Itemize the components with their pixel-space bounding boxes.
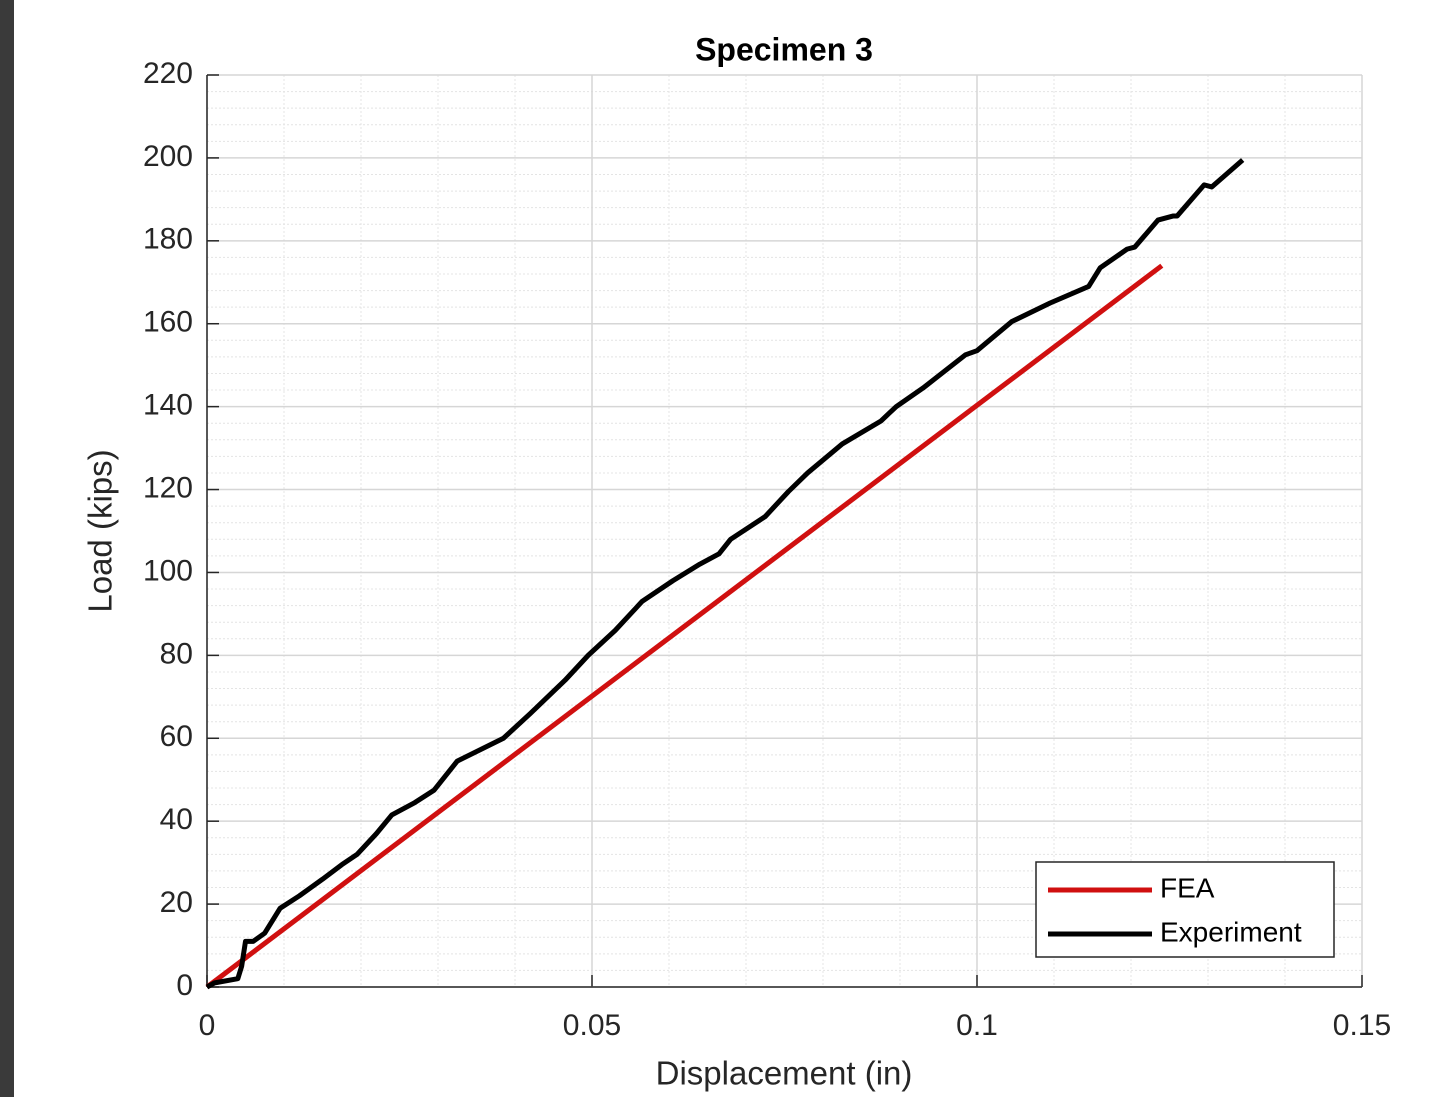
y-axis-label: Load (kips) [82, 449, 119, 612]
legend-label: FEA [1160, 872, 1215, 903]
legend-box [1035, 861, 1335, 958]
y-tick-label: 220 [143, 57, 193, 90]
legend-label: Experiment [1160, 916, 1302, 947]
y-tick-label: 140 [143, 389, 193, 422]
x-tick-label: 0.15 [1333, 1009, 1391, 1042]
line [205, 263, 1164, 989]
y-tick-label: 60 [160, 720, 193, 753]
y-tick-label: 160 [143, 306, 193, 339]
y-tick-label: 180 [143, 223, 193, 256]
x-tick-label: 0 [199, 1009, 216, 1042]
x-tick-label: 0.05 [563, 1009, 621, 1042]
y-tick-label: 200 [143, 140, 193, 173]
line [205, 158, 1245, 990]
y-tick-label: 40 [160, 803, 193, 836]
y-tick-label: 20 [160, 886, 193, 919]
y-tick-label: 100 [143, 554, 193, 587]
x-tick-label: 0.1 [956, 1009, 998, 1042]
photo-edge [0, 0, 14, 1097]
chart-title: Specimen 3 [695, 31, 873, 67]
y-tick-label: 120 [143, 471, 193, 504]
y-tick-label: 80 [160, 637, 193, 670]
y-tick-label: 0 [176, 969, 193, 1002]
x-axis-label: Displacement (in) [656, 1055, 913, 1092]
